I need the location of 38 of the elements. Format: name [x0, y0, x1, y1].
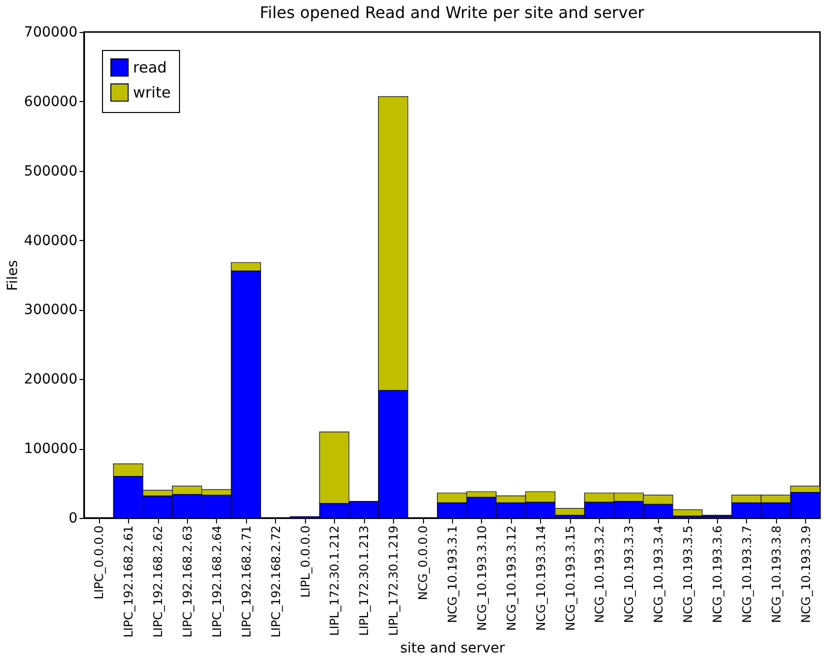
y-tick-label: 600000: [24, 94, 78, 110]
x-tick-label: LIPC_192.168.2.72: [268, 526, 283, 638]
legend-label: write: [133, 84, 171, 102]
x-tick-label: NCG_10.193.3.10: [474, 526, 489, 631]
x-tick-label: LIPC_192.168.2.64: [210, 526, 224, 638]
x-tick-label: NCG_10.193.3.1: [446, 526, 460, 624]
y-tick-label: 300000: [24, 302, 78, 318]
x-tick-label: LIPC_192.168.2.62: [151, 526, 166, 638]
x-tick-label: LIPC_192.168.2.71: [239, 526, 254, 638]
x-tick-label: NCG_10.193.3.15: [563, 526, 578, 631]
legend-label: read: [133, 58, 167, 76]
y-tick-label: 0: [68, 510, 78, 526]
y-axis-title: Files: [5, 260, 22, 291]
x-tick-label: NCG_10.193.3.12: [504, 526, 518, 631]
x-tick-label: LIPC_0.0.0.0: [92, 526, 106, 600]
x-tick-label: LIPC_192.168.2.61: [122, 526, 136, 638]
x-tick-label: NCG_10.193.3.6: [710, 526, 724, 624]
y-tick-label: 200000: [24, 372, 78, 388]
chart-title: Files opened Read and Write per site and server: [260, 3, 645, 22]
x-tick-label: NCG_10.193.3.4: [652, 526, 666, 624]
y-tick-label: 700000: [24, 24, 78, 40]
y-tick-label: 400000: [24, 232, 78, 249]
x-tick-label: NCG_10.193.3.8: [769, 526, 784, 624]
x-tick-label: NCG_0.0.0.0: [416, 526, 430, 600]
x-tick-label: LIPL_172.30.1.213: [357, 526, 372, 636]
x-tick-label: NCG_10.193.3.9: [798, 526, 813, 624]
x-tick-label: NCG_10.193.3.2: [592, 526, 607, 624]
x-tick-label: NCG_10.193.3.3: [622, 526, 636, 624]
x-tick-label: LIPL_0.0.0.0: [298, 526, 312, 598]
x-tick-label: NCG_10.193.3.14: [534, 526, 548, 631]
x-tick-label: LIPC_192.168.2.63: [180, 526, 195, 638]
x-tick-label: NCG_10.193.3.7: [740, 526, 754, 624]
x-tick-label: LIPL_172.30.1.219: [386, 526, 401, 636]
x-tick-label: NCG_10.193.3.5: [681, 526, 696, 624]
y-tick-label: 100000: [24, 441, 78, 458]
x-tick-label: LIPL_172.30.1.212: [328, 526, 342, 636]
x-axis-title: site and server: [400, 640, 506, 656]
y-tick-label: 500000: [24, 163, 78, 180]
